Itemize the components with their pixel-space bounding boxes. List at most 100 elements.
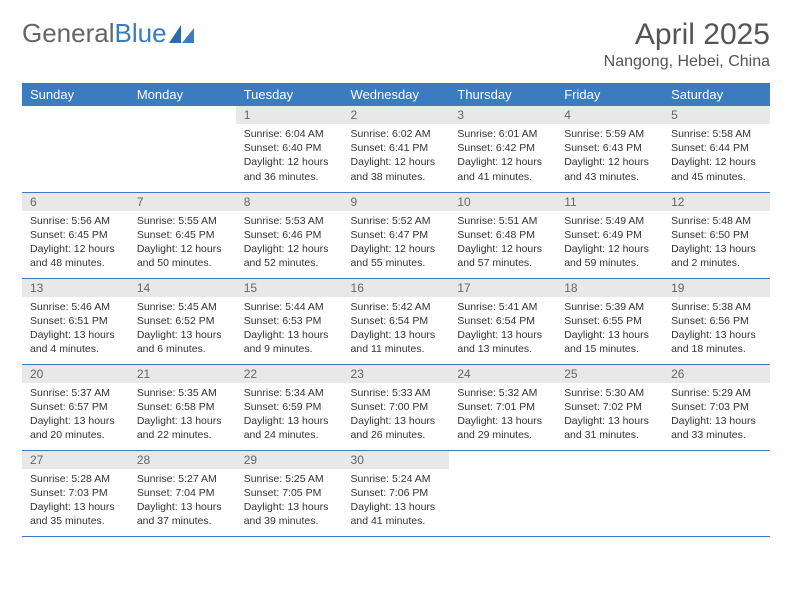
day-sunrise: Sunrise: 5:33 AM <box>351 386 442 400</box>
calendar-week-row: 1Sunrise: 6:04 AMSunset: 6:40 PMDaylight… <box>22 106 770 192</box>
day-number: 12 <box>663 193 770 211</box>
calendar-day-cell: 30Sunrise: 5:24 AMSunset: 7:06 PMDayligh… <box>343 450 450 536</box>
calendar-day-cell <box>663 450 770 536</box>
day-daylight2: and 20 minutes. <box>30 428 121 442</box>
day-sunset: Sunset: 6:48 PM <box>457 228 548 242</box>
day-number: 2 <box>343 106 450 124</box>
day-body: Sunrise: 5:42 AMSunset: 6:54 PMDaylight:… <box>343 297 450 361</box>
weekday-header: Friday <box>556 83 663 106</box>
day-daylight2: and 4 minutes. <box>30 342 121 356</box>
calendar-day-cell: 19Sunrise: 5:38 AMSunset: 6:56 PMDayligh… <box>663 278 770 364</box>
day-daylight1: Daylight: 12 hours <box>457 155 548 169</box>
day-body: Sunrise: 5:48 AMSunset: 6:50 PMDaylight:… <box>663 211 770 275</box>
day-daylight1: Daylight: 13 hours <box>351 414 442 428</box>
day-sunset: Sunset: 6:44 PM <box>671 141 762 155</box>
day-sunset: Sunset: 7:03 PM <box>30 486 121 500</box>
calendar-day-cell: 21Sunrise: 5:35 AMSunset: 6:58 PMDayligh… <box>129 364 236 450</box>
calendar-day-cell <box>129 106 236 192</box>
day-body: Sunrise: 5:49 AMSunset: 6:49 PMDaylight:… <box>556 211 663 275</box>
day-daylight1: Daylight: 12 hours <box>137 242 228 256</box>
day-sunset: Sunset: 7:04 PM <box>137 486 228 500</box>
day-daylight2: and 6 minutes. <box>137 342 228 356</box>
day-number: 10 <box>449 193 556 211</box>
day-number: 25 <box>556 365 663 383</box>
day-daylight2: and 26 minutes. <box>351 428 442 442</box>
day-daylight1: Daylight: 13 hours <box>244 414 335 428</box>
day-body: Sunrise: 5:25 AMSunset: 7:05 PMDaylight:… <box>236 469 343 533</box>
calendar-day-cell: 7Sunrise: 5:55 AMSunset: 6:45 PMDaylight… <box>129 192 236 278</box>
weekday-header-row: Sunday Monday Tuesday Wednesday Thursday… <box>22 83 770 106</box>
day-number: 21 <box>129 365 236 383</box>
calendar-day-cell: 3Sunrise: 6:01 AMSunset: 6:42 PMDaylight… <box>449 106 556 192</box>
day-sunrise: Sunrise: 5:51 AM <box>457 214 548 228</box>
day-sunset: Sunset: 6:54 PM <box>457 314 548 328</box>
day-sunset: Sunset: 6:57 PM <box>30 400 121 414</box>
day-daylight1: Daylight: 12 hours <box>564 155 655 169</box>
calendar-day-cell: 11Sunrise: 5:49 AMSunset: 6:49 PMDayligh… <box>556 192 663 278</box>
day-sunset: Sunset: 6:56 PM <box>671 314 762 328</box>
calendar-day-cell: 8Sunrise: 5:53 AMSunset: 6:46 PMDaylight… <box>236 192 343 278</box>
day-daylight1: Daylight: 13 hours <box>137 500 228 514</box>
day-sunrise: Sunrise: 6:01 AM <box>457 127 548 141</box>
day-number: 11 <box>556 193 663 211</box>
day-number: 4 <box>556 106 663 124</box>
day-sunset: Sunset: 7:05 PM <box>244 486 335 500</box>
day-daylight2: and 29 minutes. <box>457 428 548 442</box>
day-number: 24 <box>449 365 556 383</box>
calendar-day-cell: 16Sunrise: 5:42 AMSunset: 6:54 PMDayligh… <box>343 278 450 364</box>
day-body: Sunrise: 5:35 AMSunset: 6:58 PMDaylight:… <box>129 383 236 447</box>
calendar-week-row: 6Sunrise: 5:56 AMSunset: 6:45 PMDaylight… <box>22 192 770 278</box>
day-daylight2: and 22 minutes. <box>137 428 228 442</box>
day-daylight2: and 52 minutes. <box>244 256 335 270</box>
day-daylight1: Daylight: 13 hours <box>457 414 548 428</box>
day-sunrise: Sunrise: 5:41 AM <box>457 300 548 314</box>
day-number: 16 <box>343 279 450 297</box>
day-sunset: Sunset: 6:45 PM <box>137 228 228 242</box>
day-sunrise: Sunrise: 5:42 AM <box>351 300 442 314</box>
day-number: 23 <box>343 365 450 383</box>
calendar-body: 1Sunrise: 6:04 AMSunset: 6:40 PMDaylight… <box>22 106 770 536</box>
day-sunset: Sunset: 6:46 PM <box>244 228 335 242</box>
calendar-day-cell: 4Sunrise: 5:59 AMSunset: 6:43 PMDaylight… <box>556 106 663 192</box>
calendar-day-cell: 28Sunrise: 5:27 AMSunset: 7:04 PMDayligh… <box>129 450 236 536</box>
day-daylight2: and 9 minutes. <box>244 342 335 356</box>
calendar-day-cell: 29Sunrise: 5:25 AMSunset: 7:05 PMDayligh… <box>236 450 343 536</box>
calendar-day-cell: 2Sunrise: 6:02 AMSunset: 6:41 PMDaylight… <box>343 106 450 192</box>
calendar-day-cell: 12Sunrise: 5:48 AMSunset: 6:50 PMDayligh… <box>663 192 770 278</box>
day-sunset: Sunset: 6:54 PM <box>351 314 442 328</box>
day-sunrise: Sunrise: 5:52 AM <box>351 214 442 228</box>
day-body: Sunrise: 5:37 AMSunset: 6:57 PMDaylight:… <box>22 383 129 447</box>
day-daylight2: and 37 minutes. <box>137 514 228 528</box>
day-sunset: Sunset: 6:40 PM <box>244 141 335 155</box>
day-body: Sunrise: 5:39 AMSunset: 6:55 PMDaylight:… <box>556 297 663 361</box>
day-daylight1: Daylight: 12 hours <box>671 155 762 169</box>
day-daylight2: and 15 minutes. <box>564 342 655 356</box>
day-daylight1: Daylight: 13 hours <box>137 414 228 428</box>
day-daylight2: and 43 minutes. <box>564 170 655 184</box>
day-number: 30 <box>343 451 450 469</box>
calendar-day-cell <box>556 450 663 536</box>
day-daylight2: and 38 minutes. <box>351 170 442 184</box>
day-body: Sunrise: 5:44 AMSunset: 6:53 PMDaylight:… <box>236 297 343 361</box>
title-block: April 2025 Nangong, Hebei, China <box>604 18 770 71</box>
day-daylight2: and 41 minutes. <box>351 514 442 528</box>
page: GeneralBlue April 2025 Nangong, Hebei, C… <box>0 0 792 555</box>
day-sunrise: Sunrise: 5:24 AM <box>351 472 442 486</box>
calendar-day-cell: 9Sunrise: 5:52 AMSunset: 6:47 PMDaylight… <box>343 192 450 278</box>
day-daylight1: Daylight: 13 hours <box>671 414 762 428</box>
day-sunrise: Sunrise: 5:30 AM <box>564 386 655 400</box>
weekday-header: Tuesday <box>236 83 343 106</box>
day-daylight2: and 36 minutes. <box>244 170 335 184</box>
day-number: 15 <box>236 279 343 297</box>
day-daylight2: and 39 minutes. <box>244 514 335 528</box>
day-sunrise: Sunrise: 5:48 AM <box>671 214 762 228</box>
day-number: 7 <box>129 193 236 211</box>
calendar-day-cell: 20Sunrise: 5:37 AMSunset: 6:57 PMDayligh… <box>22 364 129 450</box>
day-sunset: Sunset: 6:45 PM <box>30 228 121 242</box>
calendar-week-row: 20Sunrise: 5:37 AMSunset: 6:57 PMDayligh… <box>22 364 770 450</box>
day-daylight2: and 55 minutes. <box>351 256 442 270</box>
weekday-header: Wednesday <box>343 83 450 106</box>
day-daylight2: and 59 minutes. <box>564 256 655 270</box>
day-sunset: Sunset: 7:00 PM <box>351 400 442 414</box>
day-daylight1: Daylight: 13 hours <box>671 242 762 256</box>
